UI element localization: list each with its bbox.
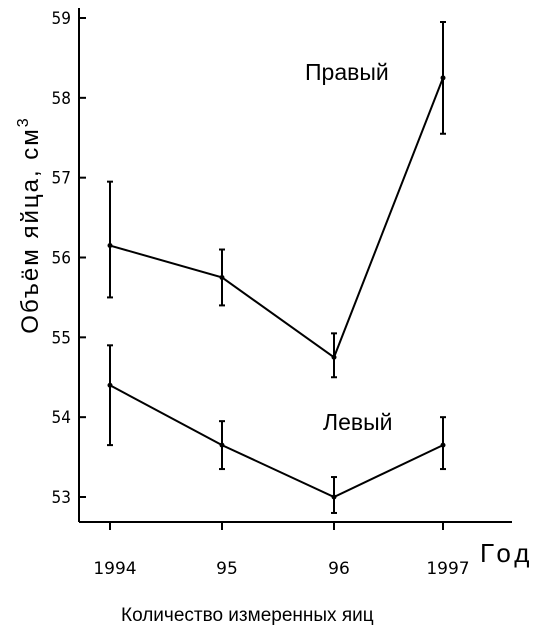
series-line (109, 77, 444, 359)
footer-caption: Количество измеренных яиц (121, 605, 374, 626)
x-tick-label: 95 (216, 559, 238, 579)
y-tick-label: 57 (52, 169, 71, 189)
data-point (107, 382, 113, 388)
series-1 (107, 344, 446, 514)
x-tick-label: 96 (328, 559, 350, 579)
data-point (331, 354, 337, 360)
data-point (219, 442, 225, 448)
svg-text:Объём яйца, см3: Объём яйца, см3 (15, 116, 44, 333)
x-tick-label: 1997 (426, 559, 469, 579)
x-axis-title: Год (480, 538, 533, 568)
y-tick-label: 53 (52, 488, 71, 508)
y-tick-label: 56 (52, 249, 71, 269)
data-point (107, 243, 113, 249)
series-line (109, 384, 444, 499)
y-axis-title-sup: 3 (15, 116, 32, 127)
data-point (440, 75, 446, 81)
x-tick-label: 1994 (93, 559, 136, 579)
y-tick-label: 58 (52, 89, 71, 109)
data-point (440, 442, 446, 448)
y-tick-label: 54 (52, 408, 71, 428)
y-ticks: 53 54 55 56 57 58 59 (52, 9, 86, 508)
series-layer (107, 20, 446, 514)
series-label-right: Правый (305, 59, 389, 85)
y-tick-label: 59 (52, 9, 71, 29)
series-0 (107, 20, 446, 379)
y-tick-label: 55 (52, 328, 71, 348)
x-ticks: 1994 95 96 1997 (93, 522, 470, 579)
data-point (331, 494, 337, 500)
y-axis-title-text: Объём яйца, см (17, 127, 44, 333)
data-point (219, 274, 225, 280)
series-label-left: Левый (323, 409, 392, 435)
y-axis-title: Объём яйца, см3 (15, 116, 44, 333)
